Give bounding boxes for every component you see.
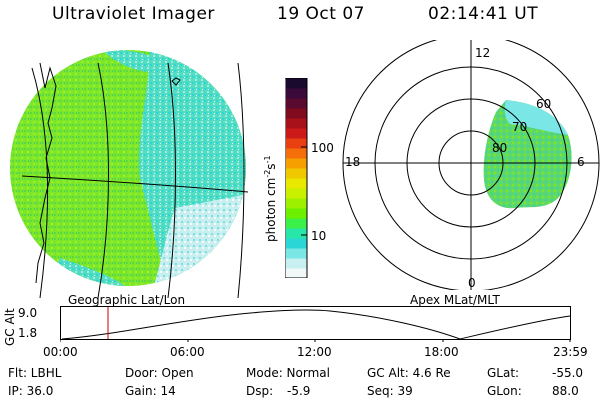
lat-label-60: 60 [536, 97, 552, 111]
time-tick-1200: 12:00 [297, 345, 332, 359]
colorbar-swatch [286, 258, 307, 269]
colorbar-tick-10: 10 [311, 229, 327, 243]
altitude-plot [60, 306, 571, 342]
colorbar-swatch [286, 238, 307, 249]
gain-info: Gain: 14 [125, 384, 176, 398]
time-tick-0000: 00:00 [43, 345, 78, 359]
glat-label: GLat: [487, 366, 520, 380]
glat-value: -55.0 [552, 366, 584, 380]
mlt-label-0: 0 [468, 276, 476, 290]
colorbar-swatch [286, 188, 307, 199]
colorbar-swatch [286, 158, 307, 169]
gc-alt-info: GC Alt: 4.6 Re [367, 366, 451, 380]
time-tick-1800: 18:00 [424, 345, 459, 359]
lat-label-80: 80 [492, 141, 508, 155]
colorbar-tick-100: 100 [311, 141, 334, 155]
colorbar-swatch [286, 228, 307, 239]
door-info: Door: Open [125, 366, 194, 380]
altitude-axis-text: GC Alt [3, 308, 17, 346]
colorbar-unit-sup2: -1 [263, 155, 272, 164]
colorbar-unit-text: photon cm [264, 177, 278, 242]
altitude-tick-low: 1.8 [18, 326, 38, 340]
colorbar-unit-s: s [264, 163, 278, 170]
mlt-label-6: 6 [577, 155, 585, 169]
mlt-label-12: 12 [475, 46, 491, 60]
colorbar-swatch [286, 128, 307, 139]
polar-plot [342, 40, 600, 290]
filter-info: Flt: LBHL [8, 366, 62, 380]
time-label: 02:14:41 UT [428, 4, 539, 24]
colorbar-swatch [286, 248, 307, 259]
colorbar-swatch [286, 178, 307, 189]
dsp-label: Dsp: [246, 384, 274, 398]
time-tick-0600: 06:00 [170, 345, 205, 359]
colorbar-swatch [286, 148, 307, 159]
geographic-caption: Geographic Lat/Lon [68, 293, 186, 307]
colorbar-swatch [286, 168, 307, 179]
colorbar-swatch [286, 268, 307, 278]
colorbar-swatch [286, 88, 307, 99]
colorbar-swatch [286, 208, 307, 219]
altitude-tick-high: 9.0 [18, 306, 38, 320]
ip-info: IP: 36.0 [8, 384, 54, 398]
lat-label-70: 70 [512, 120, 528, 134]
app-title: Ultraviolet Imager [52, 4, 215, 24]
date-label: 19 Oct 07 [277, 4, 365, 24]
colorbar-swatch [286, 218, 307, 229]
time-tick-2359: 23:59 [553, 345, 588, 359]
colorbar-swatch [286, 78, 307, 89]
colorbar-swatch [286, 108, 307, 119]
dsp-value: -5.9 [287, 384, 311, 398]
seq-info: Seq: 39 [367, 384, 413, 398]
geographic-image [10, 50, 249, 298]
colorbar-swatch [286, 118, 307, 129]
colorbar [285, 78, 308, 278]
colorbar-swatch [286, 198, 307, 209]
glon-value: 88.0 [552, 384, 579, 398]
glon-label: GLon: [487, 384, 522, 398]
colorbar-swatch [286, 98, 307, 109]
colorbar-unit-sup1: -2 [263, 169, 272, 178]
colorbar-swatch [286, 138, 307, 149]
apex-caption: Apex MLat/MLT [410, 293, 500, 307]
mlt-label-18: 18 [345, 155, 361, 169]
mode-info: Mode: Normal [246, 366, 330, 380]
